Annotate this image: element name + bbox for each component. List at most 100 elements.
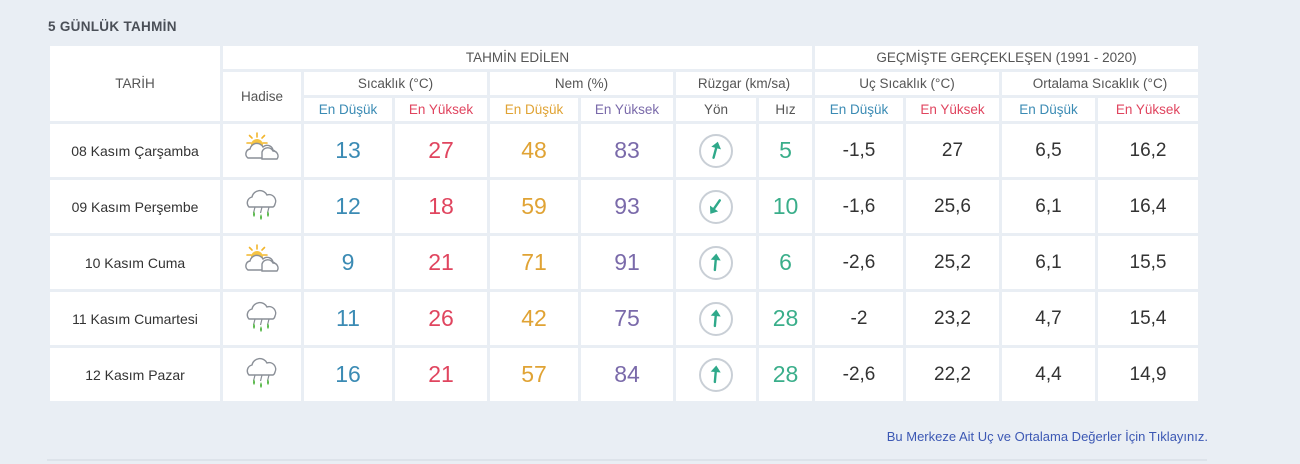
- past-low-cell: -2,6: [815, 348, 903, 401]
- temp-low-cell: 16: [304, 348, 392, 401]
- avg-low-cell: 4,4: [1002, 348, 1095, 401]
- subheader-temp-high: En Yüksek: [395, 98, 487, 121]
- rain-icon: [240, 357, 284, 395]
- past-high-cell: 25,6: [906, 180, 999, 233]
- weather-cell: [223, 292, 301, 345]
- humidity-low-cell: 42: [490, 292, 578, 345]
- header-tarih: TARİH: [50, 46, 220, 121]
- avg-high-cell: 15,5: [1098, 236, 1198, 289]
- table-row: 09 Kasım Perşembe 12 18 59 93 10 -1,6 25,6 6,1 16…: [50, 180, 1198, 233]
- table-row: 10 Kasım Cuma 9 21 71 91 6 -2,6 25,2 6,1 15,5: [50, 236, 1198, 289]
- wind-direction-cell: [676, 124, 756, 177]
- temp-low-cell: 9: [304, 236, 392, 289]
- humidity-high-cell: 83: [581, 124, 673, 177]
- avg-high-cell: 16,2: [1098, 124, 1198, 177]
- header-ortalama-sicaklik: Ortalama Sıcaklık (°C): [1002, 72, 1198, 95]
- wind-arrow-icon: [710, 309, 721, 327]
- date-cell: 11 Kasım Cumartesi: [50, 292, 220, 345]
- wind-direction-cell: [676, 236, 756, 289]
- humidity-low-cell: 57: [490, 348, 578, 401]
- humidity-low-cell: 48: [490, 124, 578, 177]
- past-high-cell: 25,2: [906, 236, 999, 289]
- table-row: 11 Kasım Cumartesi 11 26 42 75 28 -2 23,2 4,7 15,…: [50, 292, 1198, 345]
- wind-compass: [699, 133, 733, 168]
- forecast-table: TARİH TAHMİN EDİLEN GEÇMİŞTE GERÇEKLEŞEN…: [47, 43, 1201, 404]
- header-uc-sicaklik: Uç Sıcaklık (°C): [815, 72, 999, 95]
- weather-cell: [223, 180, 301, 233]
- rain-icon: [240, 189, 284, 227]
- temp-low-cell: 13: [304, 124, 392, 177]
- wind-direction-cell: [676, 292, 756, 345]
- humidity-low-cell: 71: [490, 236, 578, 289]
- subheader-avg-high: En Yüksek: [1098, 98, 1198, 121]
- past-high-cell: 22,2: [906, 348, 999, 401]
- subheader-wind-dir: Yön: [676, 98, 756, 121]
- temp-high-cell: 27: [395, 124, 487, 177]
- temp-low-cell: 12: [304, 180, 392, 233]
- partly-cloudy-icon: [240, 244, 284, 282]
- header-hadise: Hadise: [223, 72, 301, 121]
- temp-high-cell: 18: [395, 180, 487, 233]
- wind-arrow-icon: [709, 198, 722, 214]
- weather-cell: [223, 236, 301, 289]
- avg-high-cell: 15,4: [1098, 292, 1198, 345]
- subheader-temp-low: En Düşük: [304, 98, 392, 121]
- avg-high-cell: 14,9: [1098, 348, 1198, 401]
- wind-speed-cell: 5: [759, 124, 812, 177]
- avg-high-cell: 16,4: [1098, 180, 1198, 233]
- past-low-cell: -2,6: [815, 236, 903, 289]
- avg-low-cell: 6,1: [1002, 236, 1095, 289]
- section-title: 5 GÜNLÜK TAHMİN: [48, 19, 177, 34]
- humidity-low-cell: 59: [490, 180, 578, 233]
- subheader-past-high: En Yüksek: [906, 98, 999, 121]
- date-cell: 10 Kasım Cuma: [50, 236, 220, 289]
- temp-high-cell: 21: [395, 236, 487, 289]
- past-high-cell: 27: [906, 124, 999, 177]
- wind-direction-cell: [676, 180, 756, 233]
- table-row: 08 Kasım Çarşamba 13 27 48 83 5 -1,5 27 6,5 16,2: [50, 124, 1198, 177]
- header-predicted: TAHMİN EDİLEN: [223, 46, 812, 69]
- wind-speed-cell: 28: [759, 348, 812, 401]
- temp-low-cell: 11: [304, 292, 392, 345]
- past-low-cell: -2: [815, 292, 903, 345]
- subheader-hum-high: En Yüksek: [581, 98, 673, 121]
- wind-compass: [699, 301, 733, 336]
- wind-compass: [699, 189, 733, 224]
- wind-arrow-icon: [710, 253, 721, 271]
- avg-low-cell: 6,5: [1002, 124, 1095, 177]
- table-row: 12 Kasım Pazar 16 21 57 84 28 -2,6 22,2 4,4 14,9: [50, 348, 1198, 401]
- header-sicaklik: Sıcaklık (°C): [304, 72, 487, 95]
- humidity-high-cell: 93: [581, 180, 673, 233]
- past-low-cell: -1,6: [815, 180, 903, 233]
- wind-speed-cell: 6: [759, 236, 812, 289]
- date-cell: 08 Kasım Çarşamba: [50, 124, 220, 177]
- humidity-high-cell: 84: [581, 348, 673, 401]
- humidity-high-cell: 75: [581, 292, 673, 345]
- subheader-past-low: En Düşük: [815, 98, 903, 121]
- humidity-high-cell: 91: [581, 236, 673, 289]
- header-nem: Nem (%): [490, 72, 673, 95]
- wind-arrow-icon: [711, 141, 721, 159]
- past-values-link[interactable]: Bu Merkeze Ait Uç ve Ortalama Değerler İ…: [886, 429, 1208, 444]
- header-past: GEÇMİŞTE GERÇEKLEŞEN (1991 - 2020): [815, 46, 1198, 69]
- subheader-wind-speed: Hız: [759, 98, 812, 121]
- subheader-hum-low: En Düşük: [490, 98, 578, 121]
- temp-high-cell: 26: [395, 292, 487, 345]
- wind-direction-cell: [676, 348, 756, 401]
- wind-compass: [699, 245, 733, 280]
- wind-speed-cell: 28: [759, 292, 812, 345]
- subheader-avg-low: En Düşük: [1002, 98, 1095, 121]
- avg-low-cell: 4,7: [1002, 292, 1095, 345]
- avg-low-cell: 6,1: [1002, 180, 1095, 233]
- past-low-cell: -1,5: [815, 124, 903, 177]
- rain-icon: [240, 301, 284, 339]
- date-cell: 12 Kasım Pazar: [50, 348, 220, 401]
- header-ruzgar: Rüzgar (km/sa): [676, 72, 812, 95]
- wind-speed-cell: 10: [759, 180, 812, 233]
- weather-cell: [223, 348, 301, 401]
- weather-cell: [223, 124, 301, 177]
- past-high-cell: 23,2: [906, 292, 999, 345]
- wind-compass: [699, 357, 733, 392]
- divider: [47, 459, 1207, 461]
- temp-high-cell: 21: [395, 348, 487, 401]
